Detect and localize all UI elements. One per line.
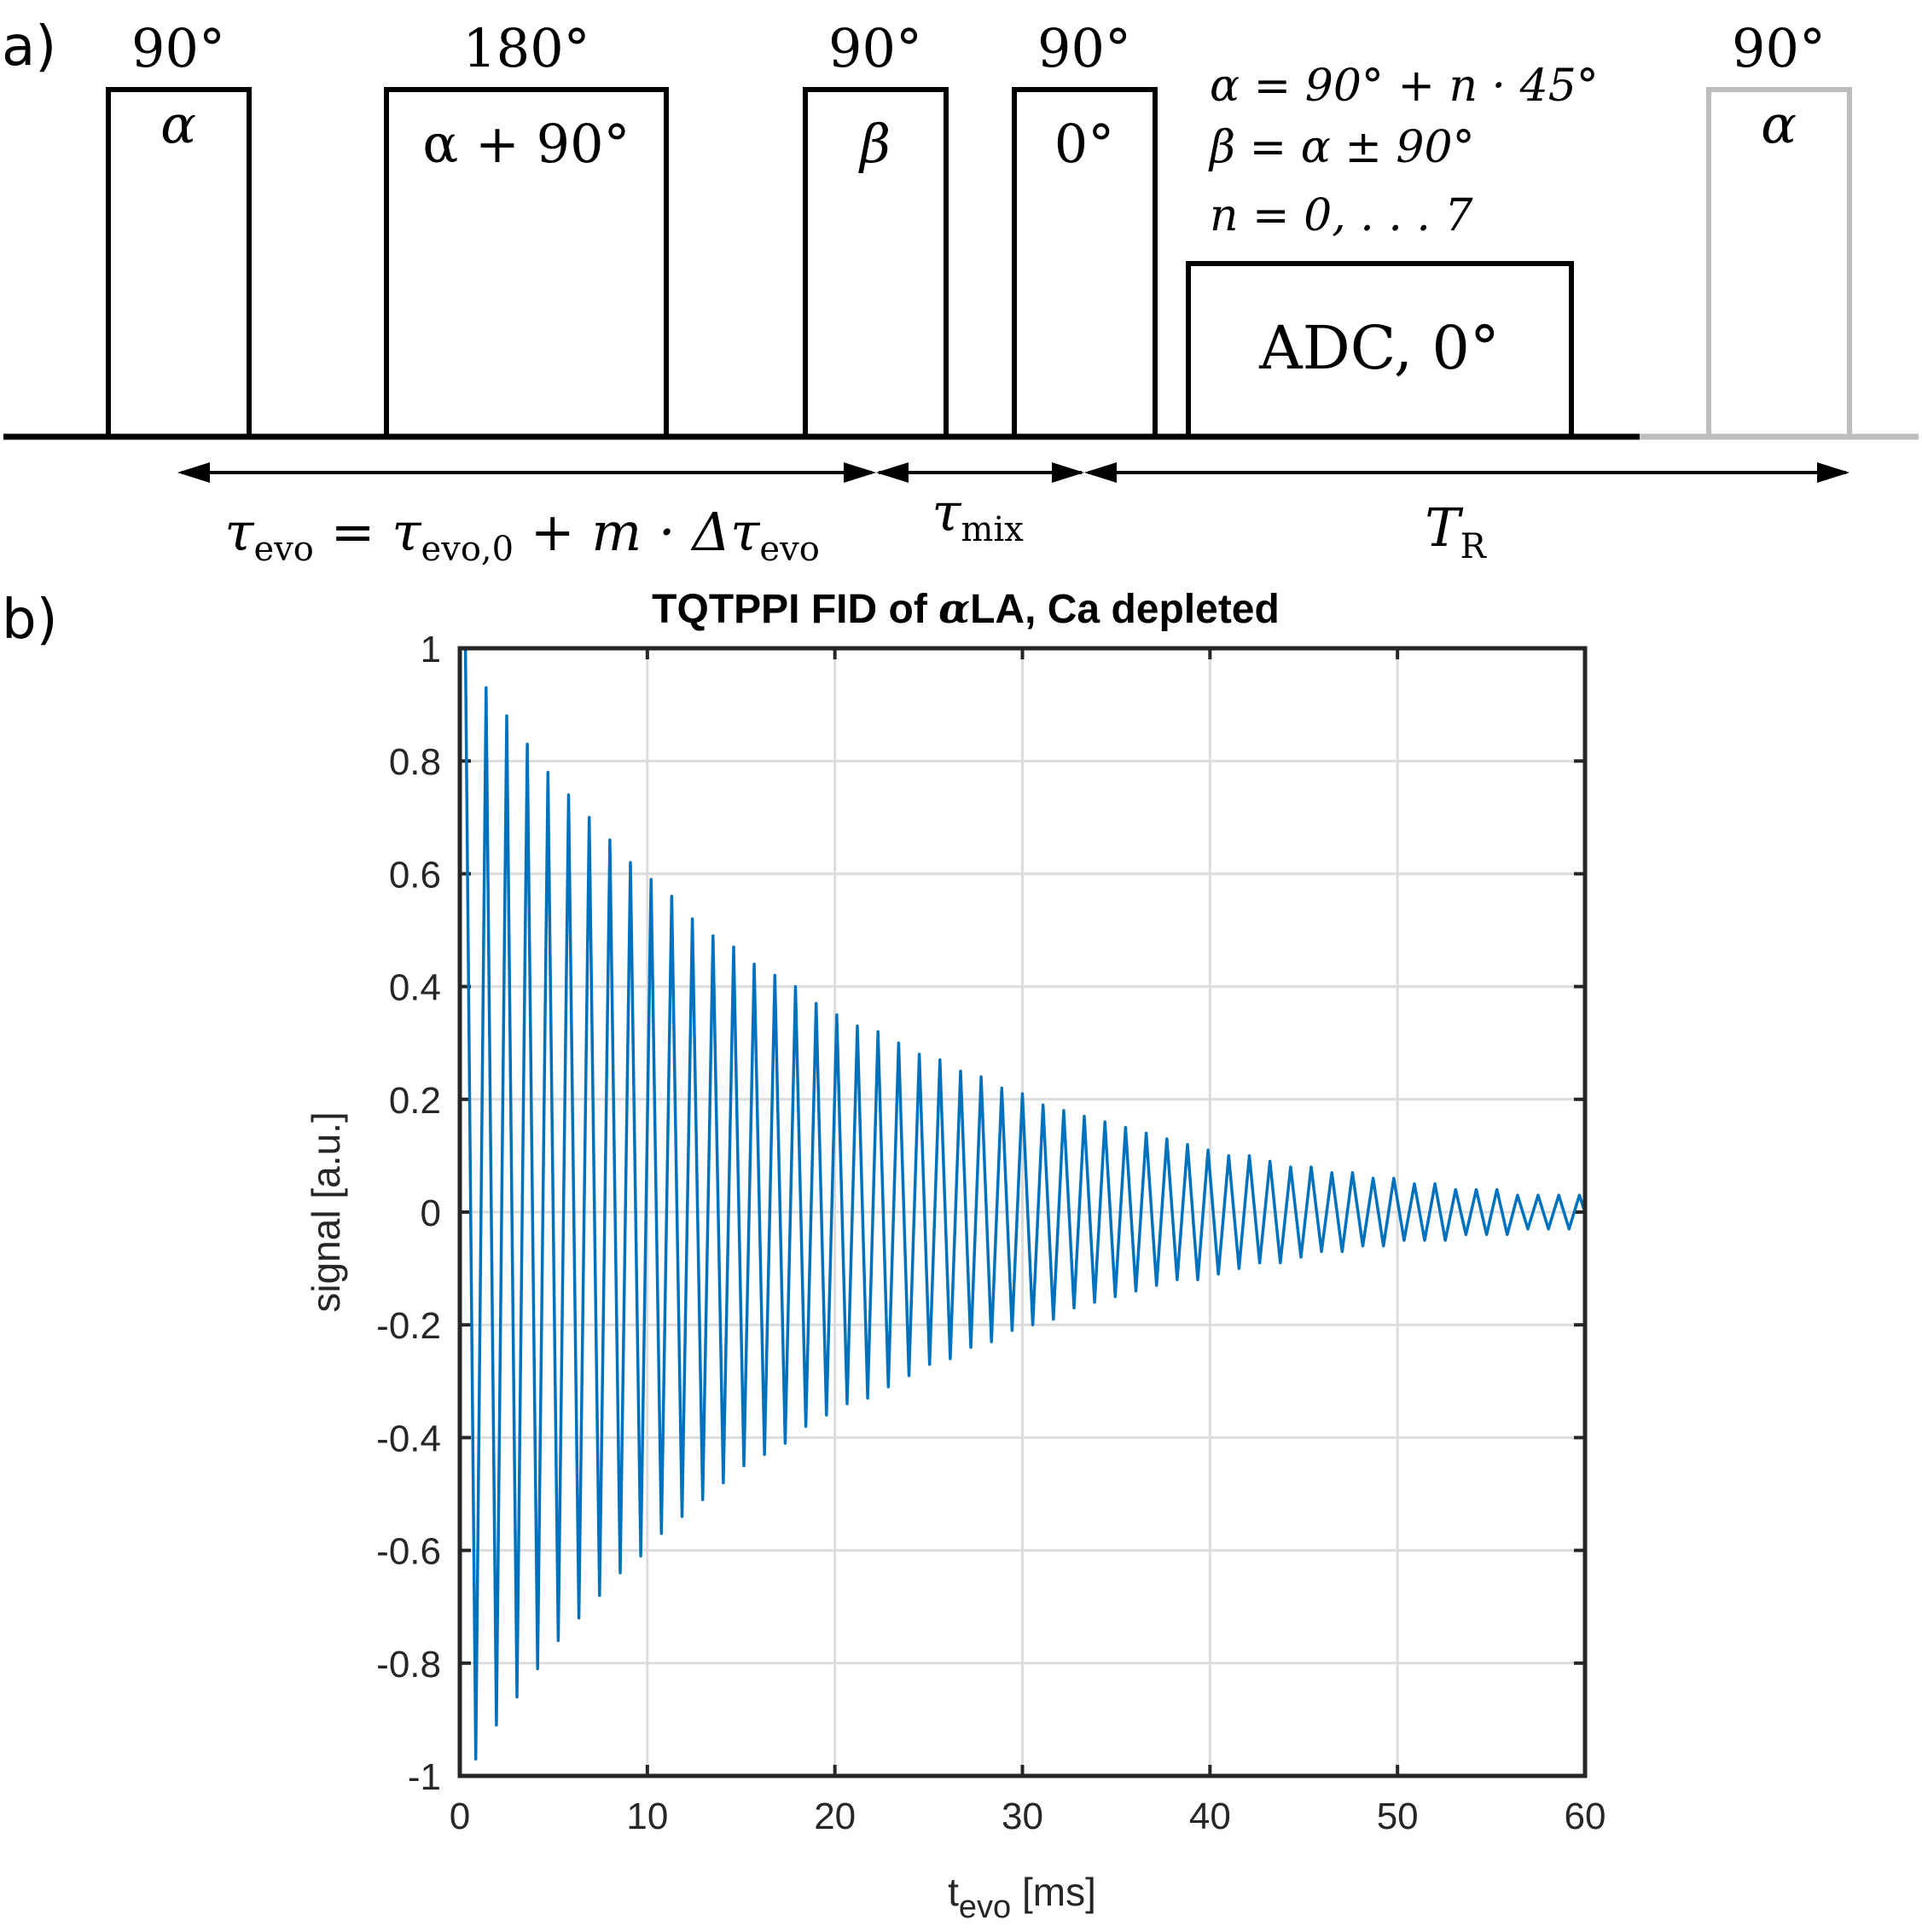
pulse-repeat (1706, 87, 1852, 439)
pulse-sequence-diagram: a) 90° α 180° α + 90° 90° β 90° 0° ADC, … (2, 15, 1919, 569)
y-tick-label: -1 (408, 1756, 441, 1798)
pulse-1-phase: α (160, 93, 196, 155)
y-axis-label: signal [a.u.] (304, 1111, 348, 1312)
panel-b-label: b) (2, 589, 58, 652)
evolution-arrow-head-right (844, 462, 876, 483)
pulse-1-excitation (106, 87, 252, 439)
pulse-repeat-phase: α (1761, 93, 1797, 155)
y-tick-label: -0.8 (376, 1644, 441, 1685)
pulse-repeat-angle: 90° (1732, 17, 1826, 79)
equation-alpha: α = 90° + n · 45° (1210, 61, 1599, 112)
fid-series (463, 647, 1587, 1761)
y-tick-label: 0 (421, 1192, 441, 1234)
x-tick-label: 50 (1377, 1796, 1419, 1837)
y-tick-label: -0.2 (376, 1305, 441, 1347)
interval-arrows (177, 462, 1849, 483)
chart-title: TQTPPI FID of αLA, Ca depleted (652, 585, 1280, 633)
y-tick-labels: -1 -0.8 -0.6 -0.4 -0.2 0 0.2 0.4 0.6 0.8 1 (376, 629, 441, 1798)
adc-window (1186, 261, 1574, 439)
repetition-arrow-head-right (1817, 462, 1849, 483)
fid-signal-line (463, 647, 1587, 1761)
fid-chart: b) TQTPPI FID of αLA, Ca depleted 0 10 20 3… (2, 585, 1606, 1925)
x-tick-label: 0 (450, 1796, 470, 1837)
y-tick-label: 0.8 (389, 741, 441, 783)
pulse-4-readout (1012, 87, 1158, 439)
pulse-3-angle: 90° (828, 17, 922, 79)
mixing-arrow-head-right (1052, 462, 1084, 483)
mixing-arrow-head-left (876, 462, 909, 483)
equation-beta: β = α ± 90° (1208, 122, 1475, 173)
x-tick-labels: 0 10 20 30 40 50 60 (450, 1796, 1606, 1837)
x-tick-label: 10 (626, 1796, 668, 1837)
y-tick-label: 1 (421, 629, 441, 670)
pulse-2-refocusing (384, 87, 669, 439)
adc-label: ADC, 0° (1258, 313, 1500, 383)
x-tick-label: 30 (1002, 1796, 1043, 1837)
evolution-arrow-head-left (177, 462, 210, 483)
x-axis-label: tevo [ms] (948, 1870, 1096, 1925)
x-tick-label: 60 (1565, 1796, 1606, 1837)
x-tick-label: 20 (814, 1796, 856, 1837)
y-tick-label: -0.4 (376, 1418, 441, 1459)
y-tick-label: -0.6 (376, 1531, 441, 1573)
pulse-1-angle: 90° (131, 17, 225, 79)
pulse-4-phase: 0° (1054, 113, 1114, 175)
repetition-arrow-head-left (1084, 462, 1117, 483)
pulse-2-angle: 180° (462, 17, 589, 79)
evolution-time-label: τevo = τevo,0 + m · Δτevo (224, 501, 820, 569)
y-tick-label: 0.2 (389, 1080, 441, 1122)
repetition-time-label: TR (1425, 496, 1487, 566)
plot-frame (457, 646, 1588, 1778)
equation-n: n = 0, . . . 7 (1210, 190, 1473, 241)
pulse-3-phase: β (858, 113, 891, 175)
pulse-4-angle: 90° (1037, 17, 1131, 79)
x-tick-label: 40 (1189, 1796, 1231, 1837)
panel-a-label: a) (2, 15, 56, 78)
mixing-time-label: τmix (932, 481, 1024, 549)
y-tick-label: 0.4 (389, 967, 441, 1009)
pulse-2-phase: α + 90° (422, 113, 630, 175)
y-tick-label: 0.6 (389, 854, 441, 896)
pulse-3-conversion (803, 87, 949, 439)
